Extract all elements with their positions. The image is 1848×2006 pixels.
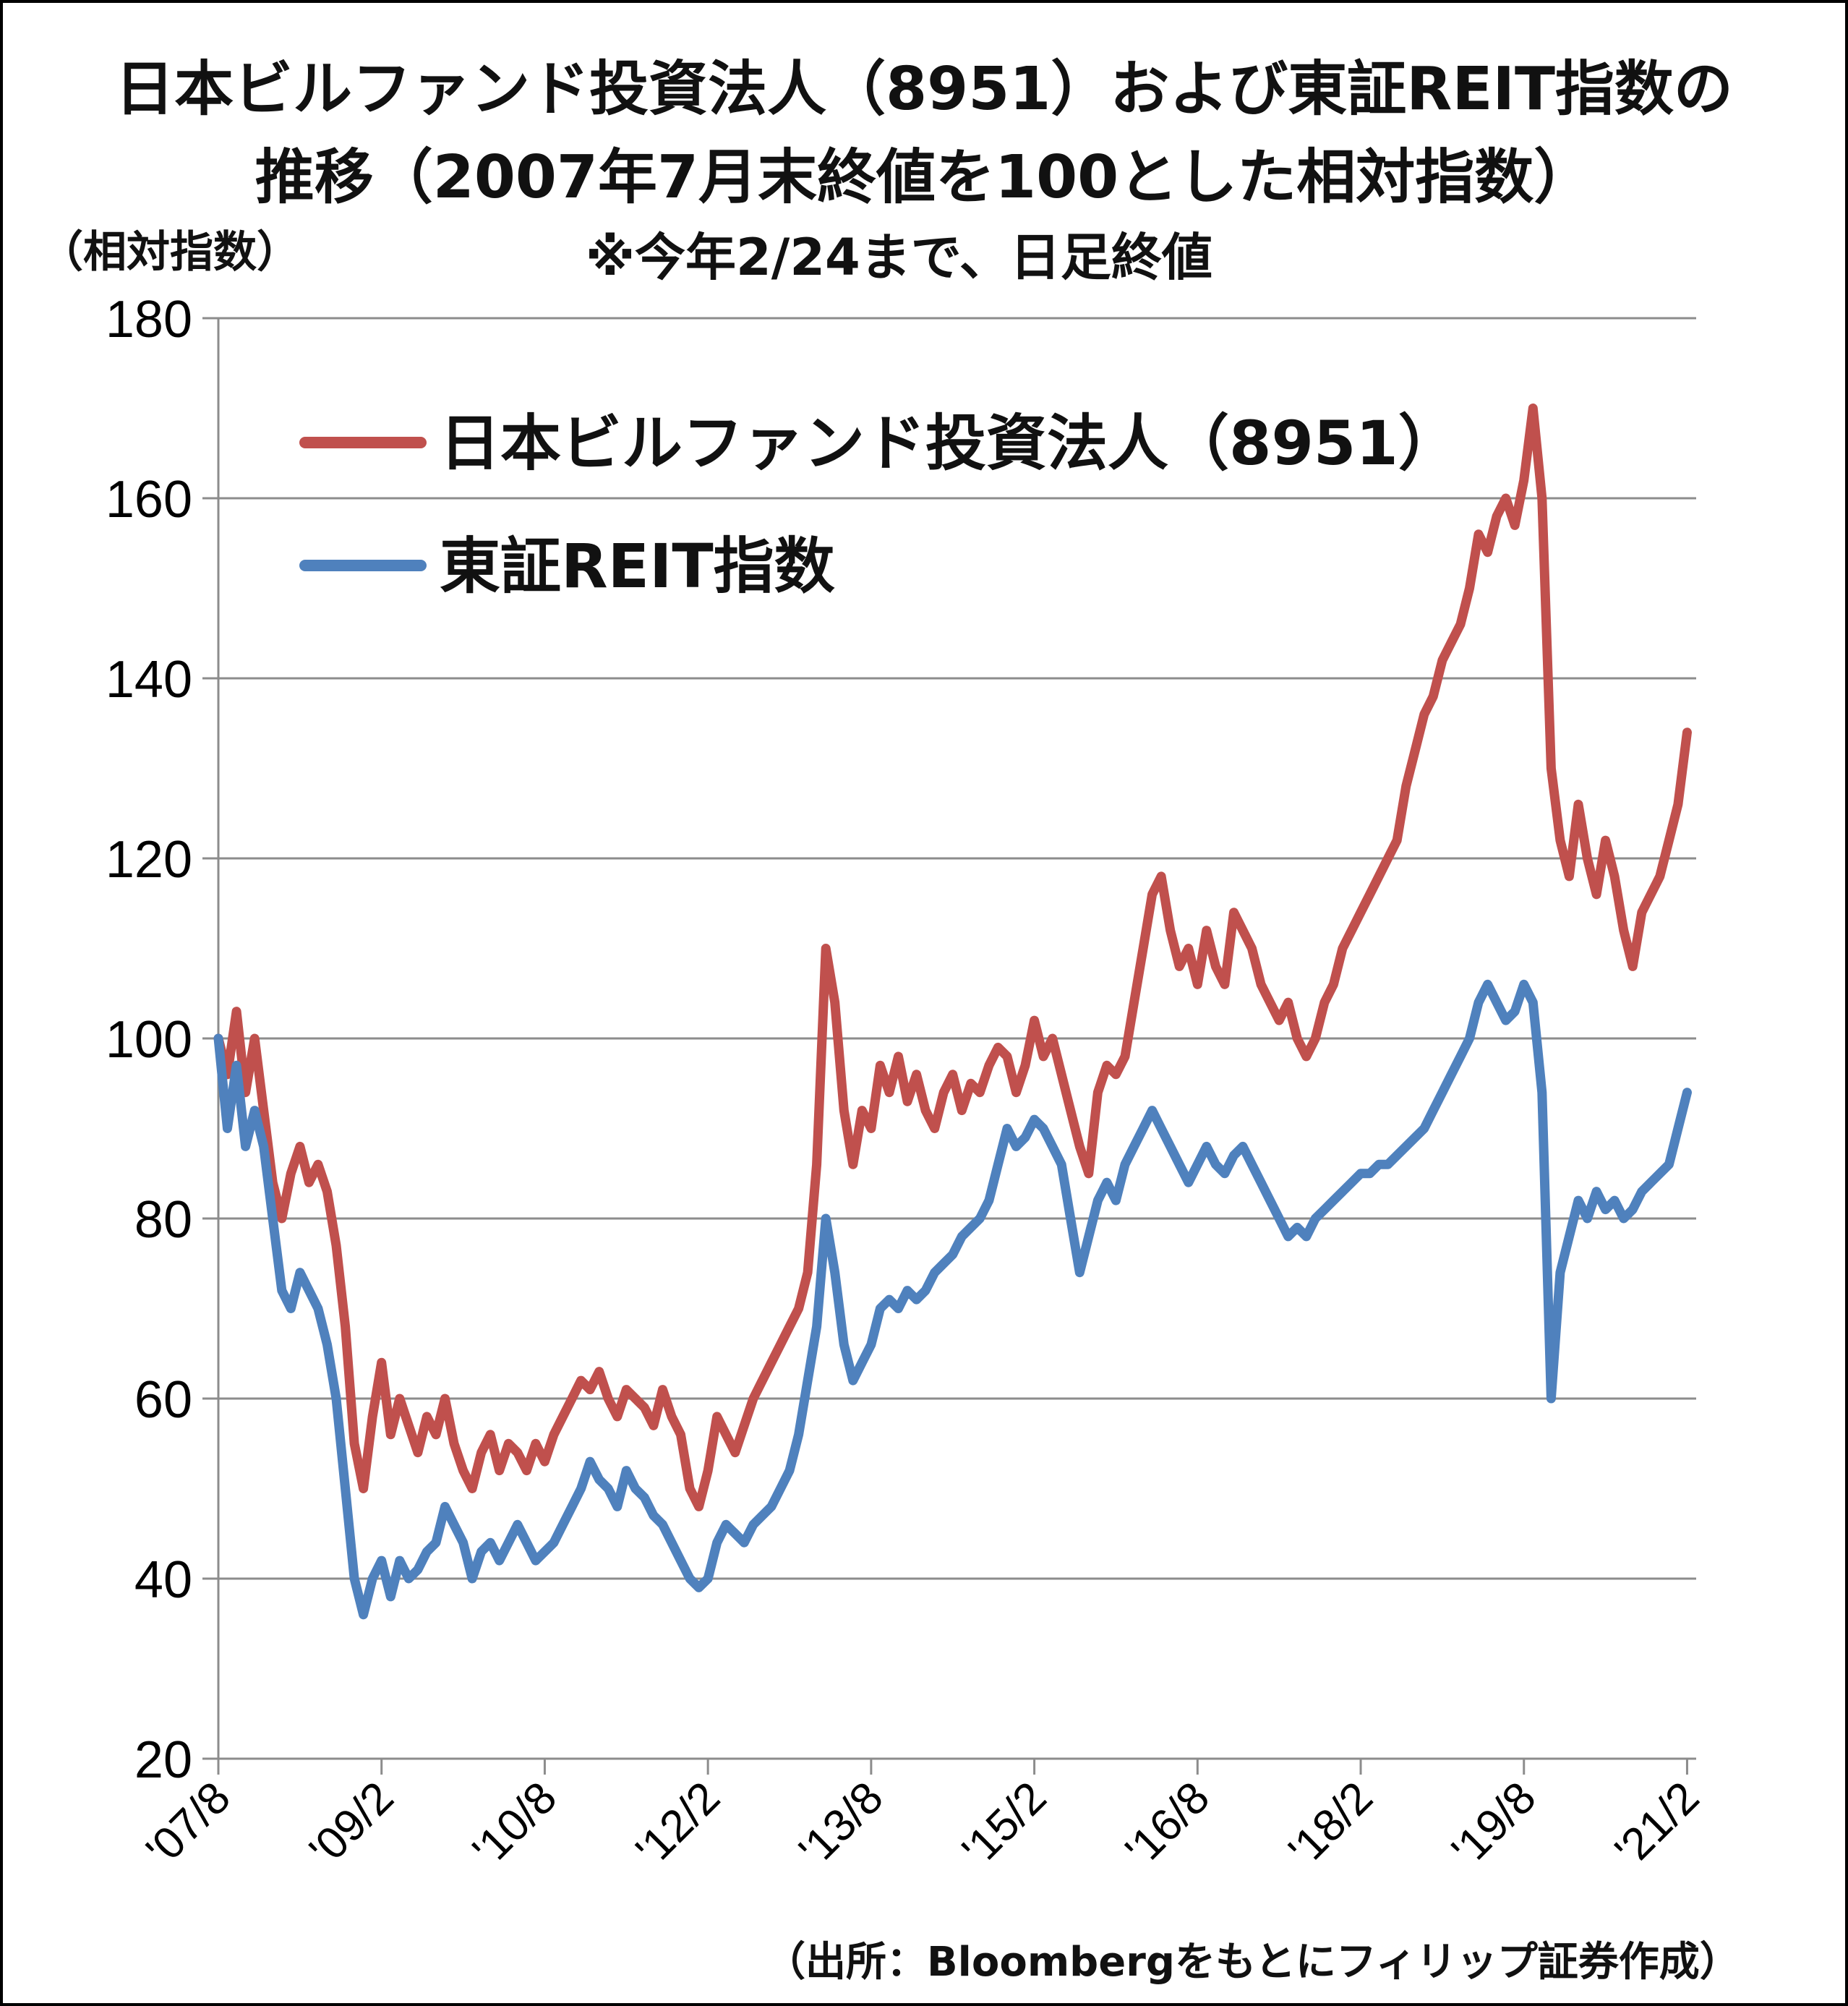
x-tick-label: '13/8 bbox=[790, 1772, 892, 1875]
grid-lines bbox=[218, 317, 1696, 1580]
chart-title-line1: 日本ビルファンド投資法人（8951）および東証REIT指数の bbox=[115, 55, 1733, 124]
y-tick-label: 40 bbox=[134, 1551, 192, 1609]
legend-label-1: 東証REIT指数 bbox=[440, 531, 835, 602]
y-tick-label: 160 bbox=[106, 471, 192, 529]
y-tick-label: 60 bbox=[134, 1371, 192, 1429]
x-tick-label: '21/2 bbox=[1606, 1772, 1708, 1875]
x-tick-label: '12/2 bbox=[627, 1772, 730, 1875]
y-tick-label: 80 bbox=[134, 1191, 192, 1249]
y-tick-label: 20 bbox=[134, 1731, 192, 1789]
series-lines bbox=[213, 404, 1692, 1620]
legend: 日本ビルファンド投資法人（8951） 東証REIT指数 bbox=[299, 408, 1459, 602]
y-tick-label: 140 bbox=[106, 651, 192, 709]
y-axis-unit: （相対指数） bbox=[40, 227, 300, 278]
series-line-1 bbox=[213, 979, 1692, 1620]
x-tick-label: '15/2 bbox=[953, 1772, 1056, 1875]
x-tick-label: '16/8 bbox=[1116, 1772, 1219, 1875]
legend-label-0: 日本ビルファンド投資法人（8951） bbox=[440, 408, 1459, 479]
x-tick-labels: '07/8'09/2'10/8'12/2'13/8'15/2'16/8'18/2… bbox=[137, 1772, 1708, 1875]
chart-title-line2: 推移（2007年7月末終値を100とした相対指数） bbox=[254, 143, 1594, 212]
series-line-0 bbox=[213, 404, 1692, 1511]
source-note: （出所：Bloombergをもとにフィリップ証券作成） bbox=[765, 1939, 1740, 1986]
chart-note: ※今年2/24まで、日足終値 bbox=[586, 228, 1212, 287]
x-tick-label: '10/8 bbox=[463, 1772, 566, 1875]
x-tick-label: '18/2 bbox=[1279, 1772, 1382, 1875]
y-tick-label: 100 bbox=[106, 1011, 192, 1069]
x-tick-label: '09/2 bbox=[300, 1772, 403, 1875]
y-tick-label: 120 bbox=[106, 831, 192, 889]
x-tick-label: '19/8 bbox=[1442, 1772, 1545, 1875]
y-tick-label: 180 bbox=[106, 291, 192, 349]
y-tick-labels: 20 40 60 80 100 120 140 160 180 bbox=[106, 291, 192, 1789]
